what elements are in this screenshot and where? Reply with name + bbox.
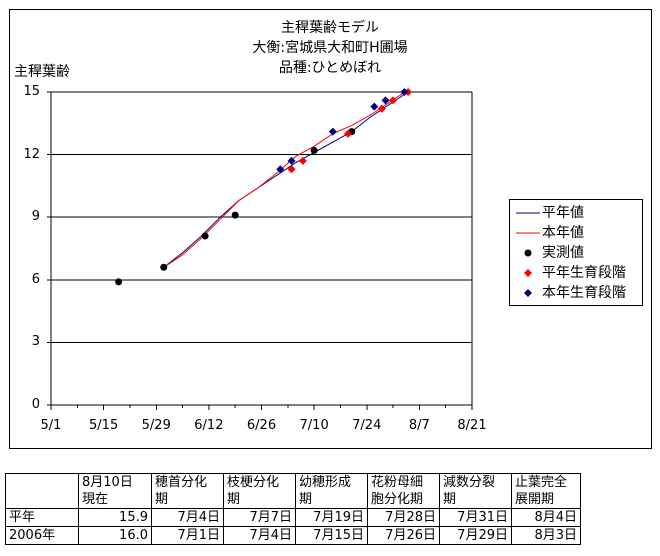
data-point (298, 156, 307, 165)
data-point (370, 102, 379, 111)
x-tick-label: 7/10 (299, 418, 329, 433)
table-cell: 7月26日 (367, 526, 440, 545)
data-point (381, 96, 390, 105)
chart-subtitle-location: 大衡:宮城県大和町H圃場 (252, 40, 408, 56)
data-point (276, 165, 285, 174)
chart-title: 主稈葉齢モデル (281, 20, 379, 36)
table-cell: 7月4日 (223, 526, 296, 545)
table-header-cell: 8月10日 現在 (78, 473, 152, 509)
y-axis-label: 主稈葉齢 (14, 64, 70, 80)
table-cell: 7月4日 (151, 508, 224, 527)
table-cell: 7月29日 (439, 526, 512, 545)
table-cell: 15.9 (78, 508, 152, 527)
data-point (287, 165, 296, 174)
table-header-cell: 穂首分化期 (151, 473, 224, 509)
legend-symbol-current-stage (524, 289, 532, 297)
x-tick-label: 5/29 (141, 418, 171, 433)
data-point (377, 104, 386, 113)
y-tick-label: 0 (31, 397, 40, 412)
table-header-cell: 幼穂形成期 (295, 473, 368, 509)
y-tick-label: 9 (31, 209, 40, 225)
data-point (343, 129, 352, 138)
growth-stage-table: 8月10日 現在 穂首分化期 枝梗分化期 幼穂形成期 花粉母細 胞分化期 減数分裂期… (5, 473, 581, 545)
series-line (163, 91, 409, 268)
data-point (287, 156, 296, 165)
legend-item-current-line: 本年値 (510, 224, 644, 242)
legend-symbol-normal-line (516, 212, 540, 214)
data-point (400, 88, 409, 96)
x-tick-label: 6/12 (194, 418, 224, 433)
legend-item-current-stage: 本年生育段階 (510, 284, 644, 302)
legend-label-normal: 平年値 (542, 205, 584, 221)
legend-item-normal-stage: 平年生育段階 (510, 264, 644, 282)
data-point (310, 146, 318, 154)
table-header-cell (5, 473, 79, 509)
table-header-cell: 止葉完全 展開期 (511, 473, 581, 509)
legend-label-normal-stage: 平年生育段階 (542, 265, 626, 281)
table-header-cell: 花粉母細 胞分化期 (367, 473, 440, 509)
data-point (160, 263, 168, 271)
table-header-row: 8月10日 現在 穂首分化期 枝梗分化期 幼穂形成期 花粉母細 胞分化期 減数分裂期… (5, 473, 581, 509)
legend-item-measured: 実測値 (510, 244, 644, 262)
y-tick-label: 3 (31, 334, 40, 350)
x-tick-label: 8/7 (408, 418, 430, 433)
table-cell: 7月15日 (295, 526, 368, 545)
legend-item-normal-line: 平年値 (510, 204, 644, 222)
legend-symbol-normal-stage (524, 269, 532, 277)
table-header-cell: 減数分裂期 (439, 473, 512, 509)
data-point (231, 211, 239, 219)
table-cell: 7月28日 (367, 508, 440, 527)
table-cell: 7月1日 (151, 526, 224, 545)
table-cell: 8月4日 (511, 508, 581, 527)
table-cell: 7月7日 (223, 508, 296, 527)
x-tick-label: 5/15 (89, 418, 119, 433)
legend-symbol-measured (524, 249, 532, 257)
table-row-header: 平年 (5, 508, 79, 527)
chart-legend: 平年値 本年値 実測値 平年生育段階 本年生育段階 (509, 199, 643, 306)
table-cell: 16.0 (78, 526, 152, 545)
data-point (115, 278, 123, 286)
table-cell: 7月19日 (295, 508, 368, 527)
y-tick-label: 15 (23, 84, 40, 99)
legend-label-current-stage: 本年生育段階 (542, 285, 626, 301)
table-cell: 7月31日 (439, 508, 512, 527)
x-tick-label: 8/21 (457, 418, 487, 433)
x-tick-label: 7/24 (352, 418, 382, 433)
data-point (389, 96, 398, 105)
chart-plot (47, 88, 473, 410)
data-point (201, 232, 209, 240)
table-row-header: 2006年 (5, 526, 79, 545)
table-row: 2006年 16.0 7月1日 7月4日 7月15日 7月26日 7月29日 8… (5, 526, 581, 545)
y-tick-label: 12 (23, 146, 40, 162)
y-tick-label: 6 (31, 271, 40, 287)
x-tick-label: 6/26 (246, 418, 277, 433)
legend-symbol-current-line (516, 232, 540, 234)
table-header-cell: 枝梗分化期 (223, 473, 296, 509)
legend-label-current: 本年値 (542, 225, 584, 241)
legend-label-measured: 実測値 (542, 245, 584, 261)
table-cell: 8月3日 (511, 526, 581, 545)
data-point (328, 127, 337, 136)
table-row: 平年 15.9 7月4日 7月7日 7月19日 7月28日 7月31日 8月4日 (5, 508, 581, 527)
x-tick-label: 5/1 (40, 418, 62, 433)
chart-subtitle-variety: 品種:ひとめぼれ (278, 60, 382, 76)
